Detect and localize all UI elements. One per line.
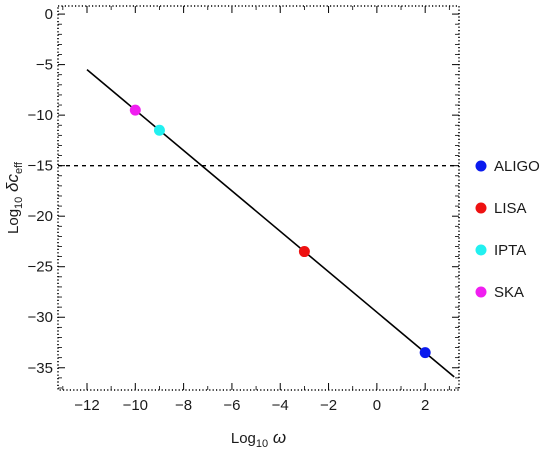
x-tick-label: −10 — [123, 397, 148, 414]
x-tick-label: −12 — [74, 397, 99, 414]
y-tick-label: −25 — [28, 259, 53, 276]
x-tick-label: −6 — [223, 397, 240, 414]
legend-marker-aligo — [475, 160, 487, 172]
legend-label-ska: SKA — [494, 284, 524, 301]
plot-border — [57, 5, 460, 391]
y-tick-label: −35 — [28, 360, 53, 377]
x-tick-label: −2 — [320, 397, 337, 414]
x-tick-label: 2 — [421, 397, 429, 414]
y-tick-label: −30 — [28, 309, 53, 326]
y-tick-label: −15 — [28, 158, 53, 175]
x-tick-label: 0 — [373, 397, 381, 414]
legend: ALIGO LISA IPTA SKA — [475, 158, 540, 301]
y-tick-label: −10 — [28, 107, 53, 124]
plot-frame — [57, 5, 460, 391]
y-tick-label: −20 — [28, 208, 53, 225]
data-point-ipta — [153, 124, 165, 136]
legend-marker-lisa — [475, 202, 487, 214]
legend-marker-ipta — [475, 244, 487, 256]
x-tick-label: −4 — [272, 397, 289, 414]
data-point-lisa — [298, 246, 310, 258]
legend-label-ipta: IPTA — [494, 242, 526, 259]
data-point-ska — [129, 104, 141, 116]
x-axis-ticks: −12 −10 −8 −6 −4 −2 0 2 — [62, 6, 450, 414]
y-tick-label: −5 — [36, 57, 53, 74]
x-axis-label: Log10 ω — [231, 428, 286, 450]
y-axis-ticks: 0 −5 −10 −15 −20 −25 −30 −35 — [28, 6, 459, 389]
legend-label-aligo: ALIGO — [494, 158, 540, 175]
trend-line — [86, 69, 455, 378]
legend-label-lisa: LISA — [494, 200, 527, 217]
x-tick-label: −8 — [175, 397, 192, 414]
y-tick-label: 0 — [45, 6, 53, 23]
plot-data — [58, 69, 459, 378]
y-axis-label: Log10 δceff — [3, 161, 25, 234]
legend-marker-ska — [475, 286, 487, 298]
data-point-aligo — [419, 347, 431, 359]
